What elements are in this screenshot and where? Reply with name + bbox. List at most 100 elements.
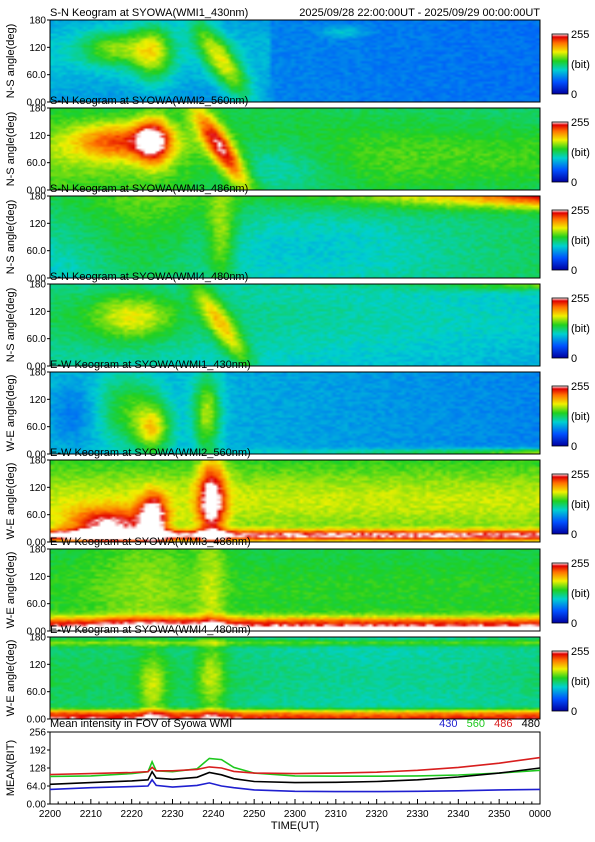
colorbar-unit-label: (bit) [571, 59, 590, 71]
keogram-heatmap [50, 637, 540, 719]
colorbar-min-label: 0 [571, 618, 577, 630]
x-tick-label: 2230 [161, 809, 184, 820]
y-tick-label: 0.00 [27, 450, 47, 461]
y-tick-label: 120 [29, 483, 46, 494]
y-axis-label: N-S angle(deg) [5, 288, 17, 363]
y-axis-label: W-E angle(deg) [5, 463, 17, 540]
panel-title: E-W Keogram at SYOWA(WMI2_560nm) [50, 447, 251, 459]
y-tick-label: 128 [29, 764, 46, 775]
x-tick-label: 2330 [406, 809, 429, 820]
keogram-panel-8: E-W Keogram at SYOWA(WMI4_480nm)0.0060.0… [5, 624, 590, 726]
y-axis-label: W-E angle(deg) [5, 640, 17, 717]
keogram-heatmap [50, 372, 540, 454]
x-tick-label: 2350 [488, 809, 511, 820]
colorbar-max-label: 255 [571, 558, 589, 570]
colorbar-min-label: 0 [571, 441, 577, 453]
colorbar [551, 121, 569, 183]
colorbar-max-label: 255 [571, 646, 589, 658]
keogram-frame [49, 636, 541, 720]
panel-title: E-W Keogram at SYOWA(WMI1_430nm) [50, 359, 251, 371]
y-tick-label: 120 [29, 572, 46, 583]
keogram-heatmap [50, 108, 540, 190]
colorbar-min-label: 0 [571, 177, 577, 189]
colorbar [551, 473, 569, 535]
keogram-panel-3: S-N Keogram at SYOWA(WMI3_486nm)0.0060.0… [5, 183, 590, 285]
colorbar-unit-label: (bit) [571, 323, 590, 335]
y-tick-label: 0.00 [27, 538, 47, 549]
y-tick-label: 0.00 [27, 627, 47, 638]
keogram-panel-6: E-W Keogram at SYOWA(WMI2_560nm)0.0060.0… [5, 447, 590, 549]
colorbar-max-label: 255 [571, 117, 589, 129]
y-tick-label: 180 [29, 104, 46, 115]
y-axis-label: N-S angle(deg) [5, 112, 17, 187]
colorbar-min-label: 0 [571, 529, 577, 541]
colorbar-unit-label: (bit) [571, 588, 590, 600]
y-tick-label: 60.0 [27, 246, 47, 257]
y-tick-label: 256 [29, 728, 46, 739]
colorbar-max-label: 255 [571, 381, 589, 393]
y-tick-label: 180 [29, 456, 46, 467]
colorbar-max-label: 255 [571, 293, 589, 305]
y-tick-label: 0.00 [27, 800, 47, 811]
colorbar [551, 650, 569, 712]
keogram-panel-7: E-W Keogram at SYOWA(WMI3_486nm)0.0060.0… [5, 536, 590, 638]
series-line-486 [49, 756, 541, 776]
keogram-frame [49, 107, 541, 191]
y-tick-label: 180 [29, 192, 46, 203]
y-tick-label: 60.0 [27, 510, 47, 521]
colorbar [551, 33, 569, 95]
x-tick-label: 0000 [529, 809, 552, 820]
y-tick-label: 0.00 [27, 362, 47, 373]
keogram-frame [49, 548, 541, 632]
y-tick-label: 60.0 [27, 70, 47, 81]
keogram-panel-4: S-N Keogram at SYOWA(WMI4_480nm)0.0060.0… [5, 271, 590, 373]
colorbar-max-label: 255 [571, 29, 589, 41]
colorbar-unit-label: (bit) [571, 147, 590, 159]
panel-title: S-N Keogram at SYOWA(WMI3_486nm) [50, 183, 248, 195]
colorbar [551, 209, 569, 271]
x-tick-label: 2310 [325, 809, 348, 820]
keogram-frame [49, 195, 541, 279]
x-tick-label: 2220 [121, 809, 144, 820]
keogram-panel-2: S-N Keogram at SYOWA(WMI2_560nm)0.0060.0… [5, 95, 590, 197]
keogram-panel-1: S-N Keogram at SYOWA(WMI1_430nm) 0.00 60.0… [5, 7, 590, 109]
y-tick-label: 0.00 [27, 274, 47, 285]
y-tick-label: 60.0 [27, 334, 47, 345]
x-tick-label: 2340 [447, 809, 470, 820]
keogram-heatmap [50, 549, 540, 631]
series-line-480 [49, 767, 541, 786]
y-tick-label: 180 [29, 280, 46, 291]
y-tick-label: 0.00 [27, 715, 47, 726]
colorbar-max-label: 255 [571, 205, 589, 217]
y-tick-label: 180 [29, 16, 46, 27]
legend-430: 430 [439, 718, 457, 730]
keogram-frame [49, 19, 541, 103]
y-tick-label: 60.0 [27, 599, 47, 610]
chart-title: Mean intensity in FOV of Syowa WMI [50, 718, 232, 730]
x-tick-label: 2210 [80, 809, 103, 820]
colorbar-min-label: 0 [571, 353, 577, 365]
keogram-panel-5: E-W Keogram at SYOWA(WMI1_430nm)0.0060.0… [5, 359, 590, 461]
panel-title: S-N Keogram at SYOWA(WMI1_430nm) [50, 7, 248, 19]
y-tick-label: 60.0 [27, 422, 47, 433]
y-axis-label: W-E angle(deg) [5, 552, 17, 629]
panel-title: S-N Keogram at SYOWA(WMI4_480nm) [50, 271, 248, 283]
colorbar-unit-label: (bit) [571, 411, 590, 423]
y-tick-label: 64.0 [27, 782, 47, 793]
y-tick-label: 120 [29, 395, 46, 406]
y-tick-label: 180 [29, 633, 46, 644]
x-tick-label: 2320 [366, 809, 389, 820]
y-tick-label: 120 [29, 307, 46, 318]
x-tick-label: 2300 [284, 809, 307, 820]
y-tick-label: 180 [29, 545, 46, 556]
x-tick-label: 2250 [243, 809, 266, 820]
series-line-430 [49, 778, 541, 793]
keogram-heatmap [50, 20, 540, 102]
time-range: 2025/09/28 22:00:00UT - 2025/09/29 00:00… [299, 7, 540, 19]
y-tick-label: 0.00 [27, 186, 47, 197]
keogram-frame [49, 459, 541, 543]
y-tick-label: 120 [29, 660, 46, 671]
y-axis-label: W-E angle(deg) [5, 375, 17, 452]
y-tick-label: 192 [29, 746, 46, 757]
